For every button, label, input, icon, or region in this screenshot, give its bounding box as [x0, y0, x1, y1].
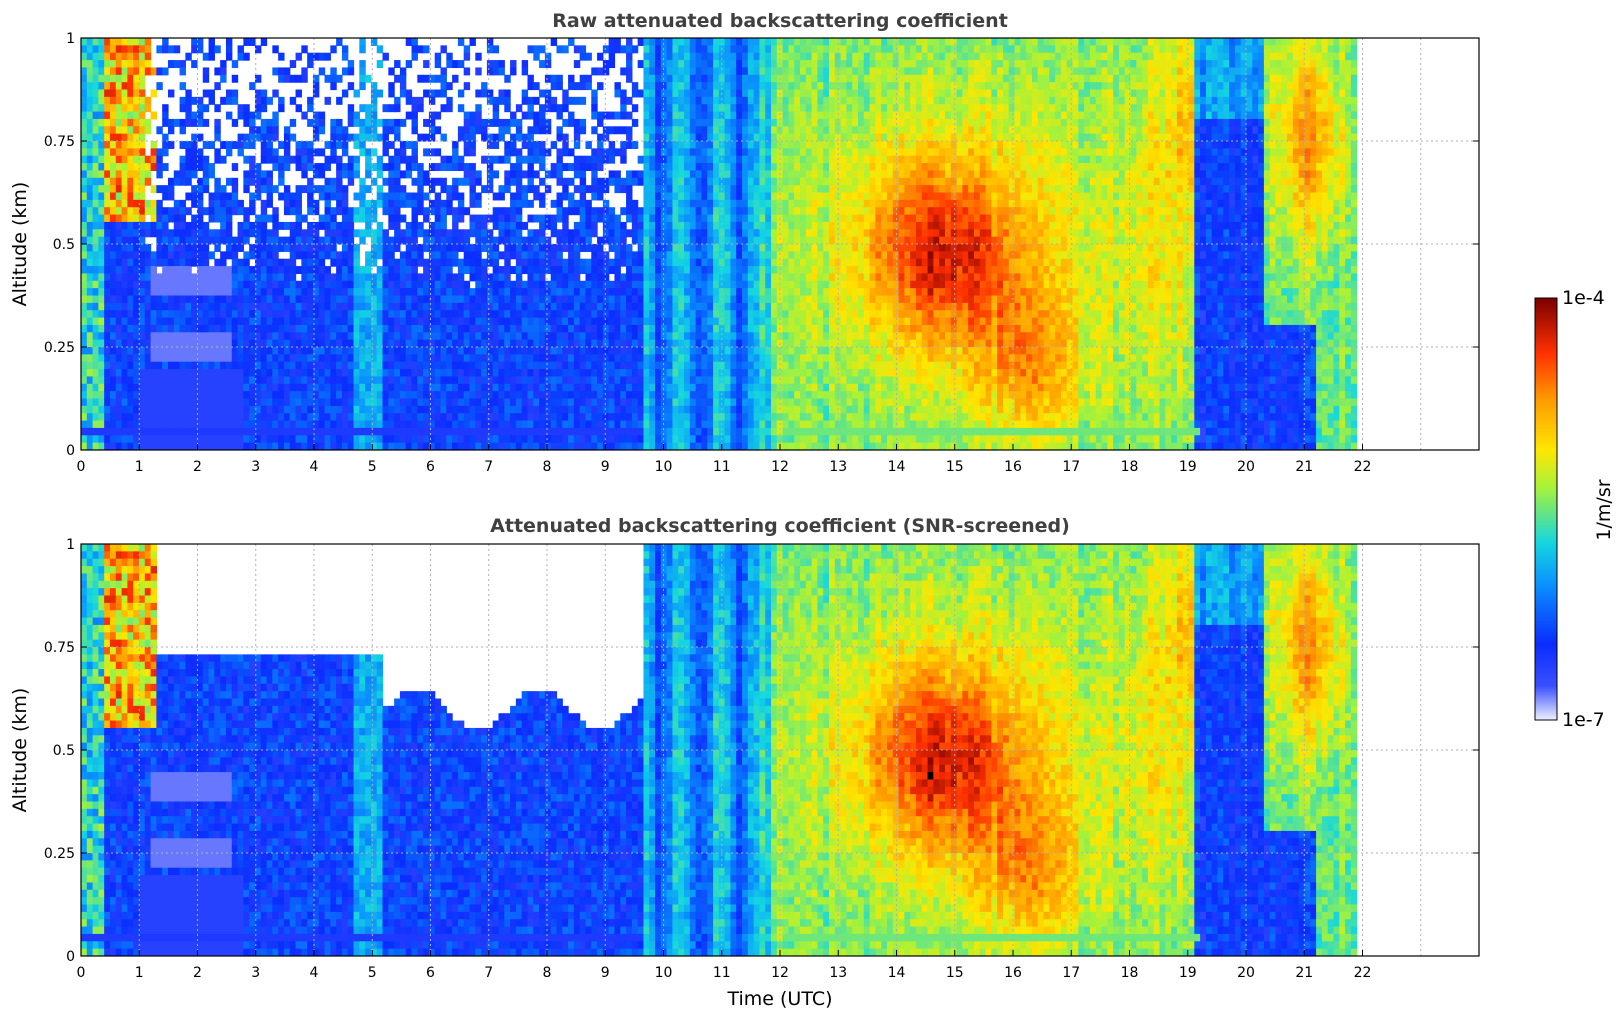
x-tick-label: 4: [310, 459, 319, 475]
y-axis-ticks: 0 0.25 0.5 0.75 1: [44, 537, 1479, 965]
x-tick-label: 13: [829, 965, 847, 981]
y-tick-label: 0: [66, 443, 75, 459]
x-tick-label: 18: [1121, 965, 1139, 981]
x-tick-label: 3: [251, 965, 260, 981]
x-tick-label: 12: [771, 459, 789, 475]
x-tick-label: 6: [426, 965, 435, 981]
x-tick-label: 19: [1179, 459, 1197, 475]
chart-snr-screened-backscatter: Attenuated backscattering coefficient (S…: [9, 515, 1480, 1010]
x-tick-label: 15: [946, 965, 964, 981]
x-tick-label: 11: [713, 965, 731, 981]
x-tick-label: 9: [601, 965, 610, 981]
x-tick-label: 9: [601, 459, 610, 475]
y-tick-label: 0.75: [44, 134, 75, 150]
x-tick-label: 5: [368, 965, 377, 981]
grid: [81, 38, 1479, 450]
x-tick-label: 5: [368, 459, 377, 475]
x-tick-label: 17: [1062, 459, 1080, 475]
x-tick-label: 1: [135, 965, 144, 981]
y-tick-label: 0.5: [53, 743, 75, 759]
x-tick-label: 14: [888, 459, 906, 475]
x-tick-label: 6: [426, 459, 435, 475]
colorbar-max-label: 1e-4: [1562, 287, 1605, 309]
y-axis-label: Altitude (km): [9, 182, 31, 307]
x-tick-label: 2: [193, 965, 202, 981]
x-tick-label: 16: [1004, 459, 1022, 475]
x-tick-label: 19: [1179, 965, 1197, 981]
y-tick-label: 0.25: [44, 846, 75, 862]
x-tick-label: 14: [888, 965, 906, 981]
y-tick-label: 0: [66, 949, 75, 965]
chart-title: Raw attenuated backscattering coefficien…: [552, 10, 1008, 32]
x-tick-label: 21: [1295, 459, 1313, 475]
x-tick-label: 20: [1237, 459, 1255, 475]
y-axis-label: Altitude (km): [9, 688, 31, 813]
x-tick-label: 16: [1004, 965, 1022, 981]
y-tick-label: 0.25: [44, 340, 75, 356]
x-tick-label: 10: [655, 965, 673, 981]
x-tick-label: 20: [1237, 965, 1255, 981]
x-axis-ticks: 0 1 2 3 4 5 6 7 8 9 10 11 12 13 14 15 16 17 18 19 20 21 22: [77, 444, 1372, 475]
colorbar: 1e-4 1e-7 1/m/sr: [1534, 287, 1615, 731]
x-tick-label: 13: [829, 459, 847, 475]
x-tick-label: 21: [1295, 965, 1313, 981]
chart-title: Attenuated backscattering coefficient (S…: [490, 515, 1070, 537]
x-tick-label: 8: [543, 459, 552, 475]
x-axis-ticks: 0 1 2 3 4 5 6 7 8 9 10 11 12 13 14 15 16 17 18 19 20 21 22: [77, 950, 1372, 981]
x-tick-label: 12: [771, 965, 789, 981]
colorbar-unit-label: 1/m/sr: [1593, 479, 1615, 540]
chart-raw-backscatter: Raw attenuated backscattering coefficien…: [9, 10, 1480, 475]
colorbar-gradient: [1534, 297, 1558, 721]
x-tick-label: 15: [946, 459, 964, 475]
y-tick-label: 1: [66, 537, 75, 553]
x-tick-label: 2: [193, 459, 202, 475]
x-tick-label: 18: [1121, 459, 1139, 475]
x-tick-label: 0: [77, 965, 86, 981]
x-tick-label: 7: [484, 965, 493, 981]
x-tick-label: 22: [1354, 459, 1372, 475]
x-tick-label: 4: [310, 965, 319, 981]
x-axis-label: Time (UTC): [726, 988, 832, 1010]
colorbar-min-label: 1e-7: [1562, 709, 1605, 731]
y-tick-label: 1: [66, 31, 75, 47]
grid: [81, 544, 1479, 956]
y-tick-label: 0.75: [44, 640, 75, 656]
x-tick-label: 8: [543, 965, 552, 981]
heatmap-raster: [81, 38, 1358, 450]
x-tick-label: 22: [1354, 965, 1372, 981]
x-tick-label: 17: [1062, 965, 1080, 981]
x-tick-label: 1: [135, 459, 144, 475]
x-tick-label: 3: [251, 459, 260, 475]
y-tick-label: 0.5: [53, 237, 75, 253]
x-tick-label: 7: [484, 459, 493, 475]
heatmap-raster: [81, 544, 1358, 956]
x-tick-label: 0: [77, 459, 86, 475]
x-tick-label: 10: [655, 459, 673, 475]
x-tick-label: 11: [713, 459, 731, 475]
y-axis-ticks: 0 0.25 0.5 0.75 1: [44, 31, 1479, 459]
